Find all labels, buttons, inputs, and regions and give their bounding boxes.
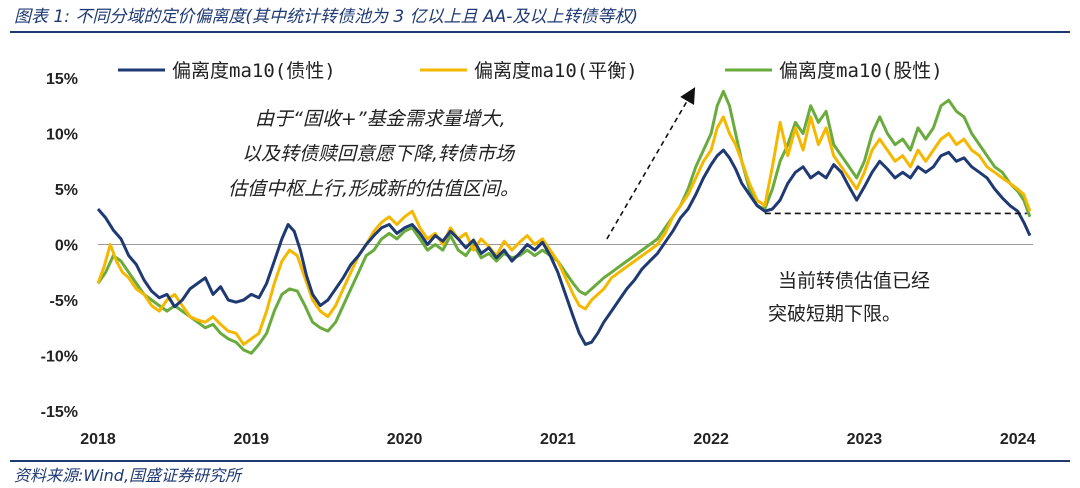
legend-label-equity: 偏离度ma10(股性) — [779, 60, 943, 82]
x-tick-label: 2024 — [1000, 431, 1036, 448]
trend-arrow — [606, 87, 696, 240]
annotation-main-line-1: 由于“固收+”基金需求量增大, — [255, 108, 506, 130]
x-tick-label: 2019 — [233, 431, 269, 448]
source-note: 资料来源:Wind,国盛证券研究所 — [14, 466, 242, 485]
x-tick-label: 2020 — [387, 431, 423, 448]
series-layer — [96, 89, 1032, 355]
series-line-balanced — [96, 115, 1032, 346]
annotation-main: 由于“固收+”基金需求量增大, 以及转债赎回意愿下降,转债市场 估值中枢上行,形… — [228, 108, 519, 200]
x-tick-label: 2018 — [80, 431, 116, 448]
x-tick-label: 2021 — [540, 431, 576, 448]
y-tick-label: 10% — [46, 127, 78, 144]
legend: 偏离度ma10(债性) 偏离度ma10(平衡) 偏离度ma10(股性) — [118, 60, 943, 82]
y-tick-label: -15% — [41, 404, 78, 421]
top-rule — [10, 31, 1070, 33]
annotation-limit-line-2: 突破短期下限。 — [768, 303, 901, 325]
y-axis-ticks: 15% 10% 5% 0% -5% -10% -15% — [41, 71, 78, 421]
annotation-main-line-2: 以及转债赎回意愿下降,转债市场 — [242, 143, 516, 165]
x-tick-label: 2023 — [847, 431, 883, 448]
series-line-equity — [96, 89, 1032, 355]
y-tick-label: 0% — [55, 238, 78, 255]
x-tick-label: 2022 — [693, 431, 729, 448]
y-tick-label: 15% — [46, 71, 78, 88]
annotation-main-line-3: 估值中枢上行,形成新的估值区间。 — [228, 178, 519, 200]
legend-label-debt: 偏离度ma10(债性) — [172, 60, 336, 82]
x-axis-ticks: 2018 2019 2020 2021 2022 2023 2024 — [80, 431, 1035, 448]
annotation-limit-line-1: 当前转债估值已经 — [778, 270, 930, 292]
line-chart: 15%10%5%0%-5%-10%-15% 2018 2019 2020 2021 20… — [41, 60, 1036, 448]
figure-title: 图表 1: 不同分域的定价偏离度(其中统计转债池为 3 亿以上且 AA-及以上转… — [14, 7, 639, 27]
annotation-limit: 当前转债估值已经 突破短期下限。 — [768, 270, 930, 325]
y-tick-label: -5% — [50, 293, 78, 310]
legend-label-balanced: 偏离度ma10(平衡) — [474, 60, 638, 82]
bottom-rule — [10, 460, 1070, 462]
y-tick-label: 5% — [55, 182, 78, 199]
y-tick-label: -10% — [41, 349, 78, 366]
series-line-debt — [96, 148, 1032, 346]
